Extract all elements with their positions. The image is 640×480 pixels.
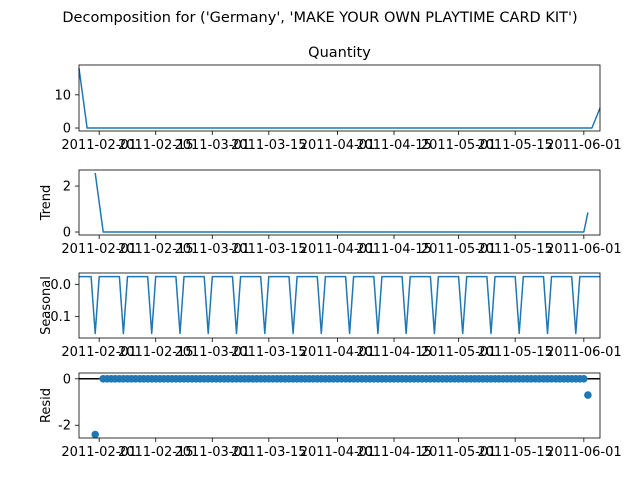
x-tick-label: 2011-06-01	[546, 445, 622, 460]
x-tick-label: 2011-05-01	[421, 445, 497, 460]
x-tick-label: 2011-05-01	[421, 242, 497, 257]
resid-outlier-point	[91, 430, 99, 439]
x-tick-label: 2011-05-15	[477, 138, 553, 153]
axes-frame	[78, 372, 601, 439]
panels: Quantity0102011-02-012011-02-152011-03-0…	[39, 45, 622, 460]
x-tick-label: 2011-06-01	[546, 345, 622, 360]
y-tick-label: 2	[63, 180, 71, 195]
x-tick-label: 2011-02-01	[61, 242, 137, 257]
x-tick-label: 2011-05-01	[421, 345, 497, 360]
y-axis-label: Resid	[39, 388, 54, 423]
axes-frame	[78, 64, 601, 132]
x-tick-label: 2011-03-15	[231, 445, 307, 460]
x-tick-label: 2011-02-01	[61, 345, 137, 360]
x-tick-label: 2011-02-15	[118, 445, 194, 460]
x-tick-label: 2011-05-01	[421, 138, 497, 153]
x-tick-label: 2011-06-01	[546, 138, 622, 153]
x-tick-label: 2011-05-15	[477, 345, 553, 360]
x-tick-label: 2011-03-15	[231, 242, 307, 257]
x-tick-label: 2011-04-01	[300, 242, 376, 257]
x-tick-label: 2011-04-15	[356, 345, 432, 360]
x-tick-label: 2011-05-15	[477, 242, 553, 257]
y-tick-label: -2	[58, 419, 71, 434]
x-tick-label: 2011-03-01	[174, 445, 250, 460]
y-tick-label: 0	[63, 226, 71, 241]
x-tick-label: 2011-02-01	[61, 445, 137, 460]
series-line-seasonal	[79, 275, 600, 335]
axes-frame	[78, 272, 601, 339]
y-axis-label: Trend	[39, 185, 54, 222]
panel-seasonal: Seasonal0.0-0.12011-02-012011-02-152011-…	[39, 272, 622, 360]
x-tick-label: 2011-04-01	[300, 345, 376, 360]
panel-observed: Quantity 0 10 2011-02-012011-02-152011-03-0…	[54, 45, 621, 153]
x-tick-label: 2011-02-15	[118, 138, 194, 153]
x-tick-label: 2011-04-01	[300, 138, 376, 153]
resid-point	[580, 375, 588, 383]
x-tick-label: 2011-03-15	[231, 345, 307, 360]
y-tick-label: 0.0	[50, 278, 71, 293]
x-tick-label: 2011-02-15	[118, 345, 194, 360]
resid-outlier-point	[584, 391, 592, 399]
y-tick-label: 0	[63, 122, 71, 137]
x-tick-label: 2011-03-01	[174, 345, 250, 360]
x-tick-label: 2011-02-15	[118, 242, 194, 257]
x-tick-label: 2011-04-15	[356, 138, 432, 153]
x-tick-label: 2011-04-01	[300, 445, 376, 460]
x-tick-label: 2011-03-01	[174, 242, 250, 257]
series-line-observed	[78, 68, 601, 129]
x-tick-label: 2011-04-15	[356, 242, 432, 257]
series-line-trend	[94, 172, 589, 233]
x-tick-label: 2011-04-15	[356, 445, 432, 460]
y-tick-label: 10	[54, 88, 71, 103]
axes-frame	[78, 169, 601, 236]
figure-title: Decomposition for ('Germany', 'MAKE YOUR…	[62, 10, 577, 26]
panel-title: Quantity	[308, 45, 371, 61]
y-axis-label: Seasonal	[39, 276, 54, 335]
panel-trend: Trend022011-02-012011-02-152011-03-01201…	[39, 169, 622, 257]
x-tick-label: 2011-06-01	[546, 242, 622, 257]
x-tick-label: 2011-02-01	[61, 138, 137, 153]
x-tick-label: 2011-05-15	[477, 445, 553, 460]
x-tick-label: 2011-03-01	[174, 138, 250, 153]
y-tick-label: 0	[63, 372, 71, 387]
x-tick-label: 2011-03-15	[231, 138, 307, 153]
y-tick-label: -0.1	[46, 310, 71, 325]
panel-resid: Resid0-22011-02-012011-02-152011-03-0120…	[39, 372, 622, 460]
